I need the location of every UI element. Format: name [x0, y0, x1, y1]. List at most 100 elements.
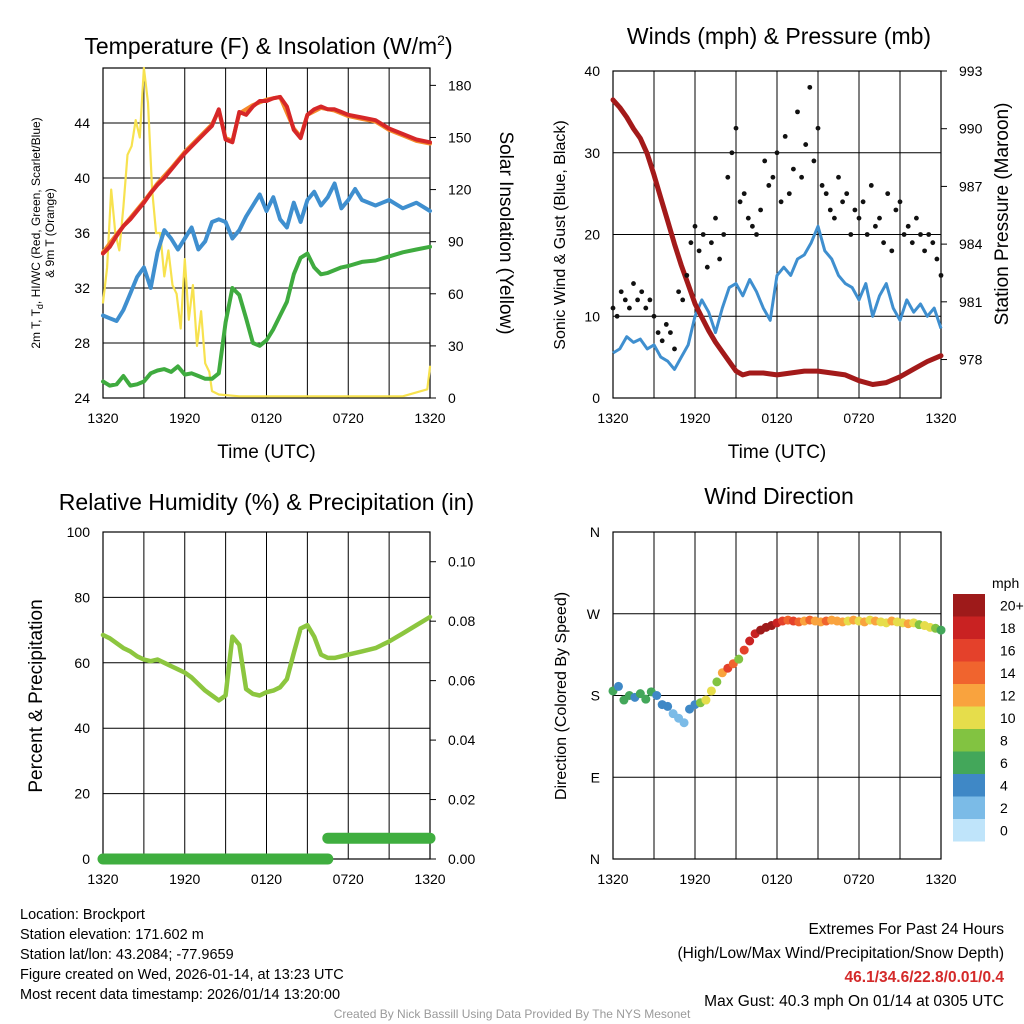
- gust-point: [791, 166, 796, 172]
- y-tick-label: E: [591, 769, 600, 785]
- direction-point: [663, 701, 673, 711]
- gust-point: [914, 215, 919, 221]
- y-right-tick-label: 150: [448, 129, 472, 145]
- gust-point: [635, 297, 640, 303]
- chart-panel-4: 1320 1920 0120 0720 1320 N E S W N Wind Direction D…: [553, 483, 957, 887]
- direction-point: [739, 645, 749, 655]
- x-tick-label: 1320: [87, 410, 118, 426]
- gust-point: [758, 207, 763, 213]
- y-tick-label: 28: [74, 335, 90, 351]
- colorbar-swatch: [953, 751, 985, 774]
- y-tick-label: 0: [82, 851, 90, 867]
- chart-title: Wind Direction: [704, 483, 854, 509]
- gust-point: [881, 240, 886, 246]
- y-right-tick-label: 987: [959, 178, 983, 194]
- gust-point: [610, 305, 616, 311]
- gust-point: [622, 297, 628, 303]
- y-right-tick-label: 180: [448, 77, 472, 93]
- max-gust: Max Gust: 40.3 mph On 01/14 at 0305 UTC: [704, 993, 1004, 1010]
- gust-point: [639, 289, 645, 295]
- direction-point: [701, 695, 711, 705]
- series-line-relative-humidity: [100, 614, 433, 703]
- y-right-tick-label: 0.10: [448, 554, 475, 570]
- station-info: Location: Brockport Station elevation: 1…: [20, 905, 344, 1005]
- plot-frame: [102, 67, 431, 399]
- y-tick-label: 32: [74, 280, 90, 296]
- gust-point: [762, 158, 768, 164]
- gust-point: [754, 232, 759, 237]
- chart-panel-2: 1320 1920 0120 0720 1320 0 10 20 30 40 978 981 984 98…: [552, 23, 1013, 463]
- gust-point: [807, 84, 813, 90]
- gust-point: [860, 199, 866, 205]
- gust-point: [864, 232, 870, 237]
- colorbar-label: 16: [1000, 642, 1016, 658]
- gust-point: [631, 281, 636, 286]
- y-tick-label: S: [591, 688, 600, 704]
- colorbar-label: 20+: [1000, 597, 1024, 613]
- gust-point: [901, 232, 907, 237]
- gust-point: [873, 223, 878, 229]
- y-tick-label: 20: [584, 227, 600, 243]
- y-tick-label: 30: [584, 145, 600, 161]
- y-tick-label: 40: [74, 720, 90, 736]
- colorbar-swatch: [953, 684, 985, 707]
- gust-point: [721, 232, 727, 237]
- gust-point: [938, 272, 944, 278]
- gust-point: [766, 183, 772, 188]
- station-latlon: Station lat/lon: 43.2084; -77.9659: [20, 947, 234, 963]
- y-axis-title: 2m T, Td, HI/WC (Red, Green, Scarlet/Blu…: [29, 117, 57, 348]
- y-tick-label: 36: [74, 225, 90, 241]
- credit-line: Created By Nick Bassill Using Data Provi…: [333, 1007, 691, 1021]
- x-tick-label: 0120: [761, 410, 792, 426]
- gust-point: [909, 240, 915, 246]
- gust-point: [713, 215, 718, 221]
- gust-point: [688, 240, 694, 246]
- gust-point: [868, 183, 874, 188]
- chart-title: Winds (mph) & Pressure (mb): [627, 23, 931, 49]
- series-line-station-pressure: [610, 97, 944, 387]
- y-right-tick-label: 984: [959, 236, 983, 252]
- x-tick-label: 1320: [414, 871, 445, 887]
- x-tick-label: 0120: [251, 410, 282, 426]
- gust-point: [877, 215, 882, 221]
- y-right-axis-title: Station Pressure (Maroon): [992, 103, 1013, 326]
- direction-point: [745, 636, 755, 646]
- gust-point: [741, 191, 747, 197]
- gust-point: [823, 191, 829, 197]
- x-tick-label: 0120: [761, 871, 792, 887]
- gust-point: [893, 207, 899, 213]
- chart-title: Relative Humidity (%) & Precipitation (i…: [59, 489, 474, 515]
- gust-point: [709, 240, 714, 246]
- gust-point: [799, 174, 804, 180]
- series-line-2m-t: [101, 94, 432, 256]
- gust-point: [786, 191, 792, 197]
- station-elevation: Station elevation: 171.602 m: [20, 927, 204, 943]
- x-tick-label: 0720: [843, 871, 874, 887]
- station-location: Location: Brockport: [20, 907, 145, 923]
- y-tick-label: 24: [74, 390, 90, 406]
- y-tick-label: N: [590, 851, 600, 867]
- y-axis-title: Direction (Colored By Speed): [553, 592, 570, 800]
- colorbar-swatch: [953, 729, 985, 752]
- y-tick-label: 20: [74, 786, 90, 802]
- y-right-tick-label: 990: [959, 121, 983, 137]
- gust-point: [832, 215, 837, 221]
- gust-point: [926, 232, 932, 237]
- colorbar-label: 8: [1000, 732, 1008, 748]
- colorbar-label: 18: [1000, 620, 1016, 636]
- x-tick-label: 1320: [414, 410, 445, 426]
- gust-point: [618, 289, 624, 295]
- gust-point: [918, 232, 923, 237]
- gust-point: [795, 109, 800, 115]
- gust-point: [672, 346, 677, 352]
- series-line-sonic-wind: [612, 224, 943, 371]
- gust-point: [819, 183, 825, 188]
- direction-point: [936, 625, 946, 635]
- y-right-tick-label: 0: [448, 390, 456, 406]
- x-axis-title: Time (UTC): [217, 442, 316, 463]
- gust-point: [836, 174, 841, 180]
- gust-point: [676, 289, 681, 295]
- x-tick-label: 0120: [251, 871, 282, 887]
- gust-point: [700, 232, 706, 237]
